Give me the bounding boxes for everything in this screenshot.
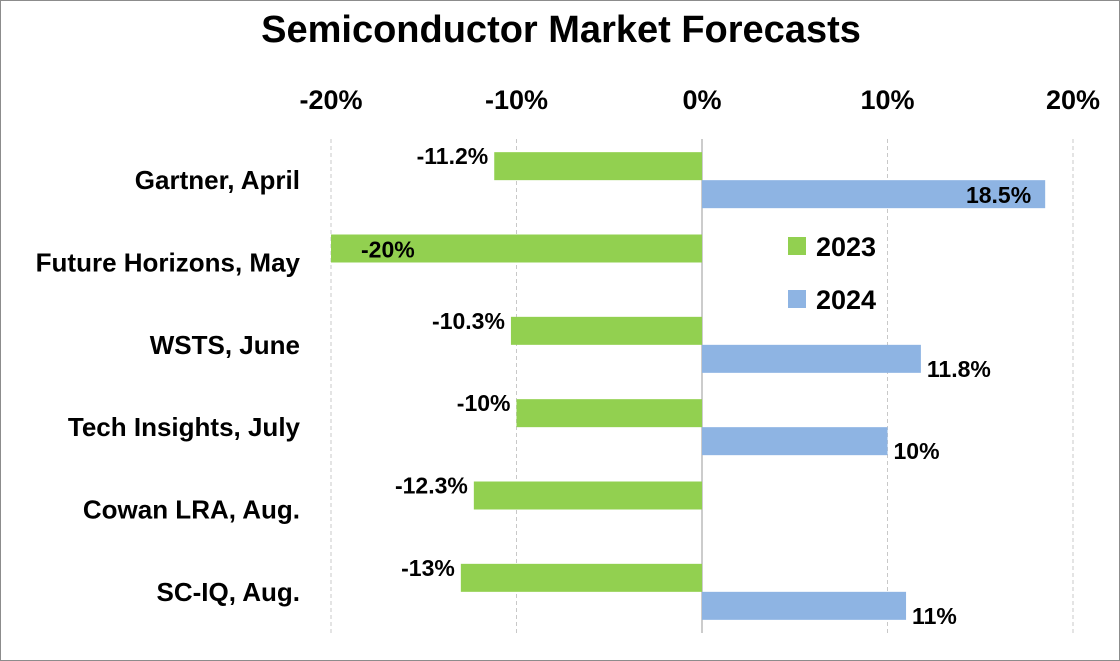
legend-swatch-2024: [788, 290, 806, 308]
bar-2023: [460, 563, 702, 592]
bar-2023: [494, 152, 702, 181]
x-tick-label: -10%: [485, 85, 548, 115]
x-tick-label: -20%: [299, 85, 362, 115]
bar-2023: [331, 234, 702, 263]
chart-title: Semiconductor Market Forecasts: [261, 9, 861, 51]
data-label-2023: -10%: [457, 390, 511, 416]
x-tick-label: 0%: [682, 85, 721, 115]
bar-2023: [516, 399, 702, 428]
legend-swatch-2023: [788, 237, 806, 255]
data-label-2024: 18.5%: [966, 182, 1031, 208]
bar-2023: [510, 316, 702, 345]
x-tick-label: 20%: [1046, 85, 1100, 115]
data-label-2023: -12.3%: [395, 473, 468, 499]
legend-label-2023: 2023: [816, 232, 876, 262]
data-label-2024: 11.8%: [927, 356, 991, 382]
bar-2024: [702, 591, 907, 620]
data-label-2024: 11%: [912, 603, 957, 629]
data-label-2023: -13%: [401, 555, 455, 581]
category-label: SC-IQ, Aug.: [157, 577, 300, 607]
bar-2024: [702, 180, 1046, 209]
category-label: Tech Insights, July: [68, 412, 301, 442]
bar-2023: [473, 481, 702, 510]
data-label-2023: -11.2%: [417, 143, 489, 169]
bar-2024: [702, 344, 921, 373]
category-label: Cowan LRA, Aug.: [83, 495, 300, 525]
category-label: Future Horizons, May: [36, 248, 301, 278]
category-label: WSTS, June: [150, 330, 300, 360]
bar-2024: [702, 427, 888, 456]
data-label-2024: 10%: [894, 438, 940, 464]
legend-label-2024: 2024: [816, 285, 876, 315]
data-label-2023: -20%: [361, 237, 415, 263]
x-tick-label: 10%: [860, 85, 914, 115]
data-label-2023: -10.3%: [432, 308, 505, 334]
category-label: Gartner, April: [135, 165, 300, 195]
